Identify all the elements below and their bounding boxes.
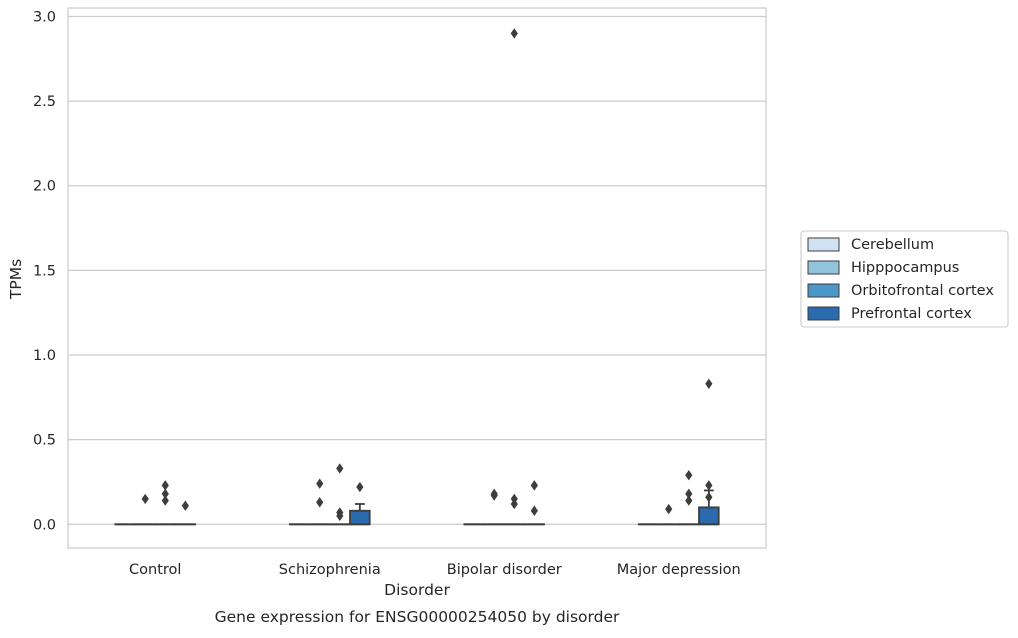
x-tick-label: Control (129, 562, 181, 578)
box-group (504, 28, 524, 524)
y-tick-label: 0.0 (33, 517, 56, 533)
legend-swatch (808, 238, 839, 251)
y-tick-label: 3.0 (33, 9, 56, 25)
legend-label: Hipppocampus (851, 260, 959, 276)
outlier-point (336, 463, 343, 473)
outlier-point (685, 495, 692, 505)
box-group (330, 463, 350, 524)
x-tick-label: Bipolar disorder (447, 562, 562, 578)
y-tick-label: 1.5 (33, 263, 56, 279)
x-axis-label: Disorder (384, 581, 450, 599)
legend-swatch (808, 307, 839, 320)
outlier-point (705, 492, 712, 502)
outlier-point (356, 482, 363, 492)
plot-frame (68, 8, 766, 548)
box-group (525, 480, 545, 524)
y-tick-label: 0.5 (33, 433, 56, 449)
outlier-point (665, 504, 672, 514)
box-group (699, 379, 719, 525)
x-tick-label: Schizophrenia (279, 562, 381, 578)
box-group (310, 478, 330, 524)
boxes-layer (115, 28, 718, 524)
box-group (135, 494, 155, 525)
outlier-point (316, 478, 323, 488)
box-group (155, 480, 175, 524)
outlier-point (182, 500, 189, 510)
box (699, 507, 719, 524)
outlier-point (316, 497, 323, 507)
x-tick-labels: Control Schizophrenia Bipolar disorder Majo… (129, 562, 741, 578)
box-group (659, 504, 679, 524)
legend-swatch (808, 284, 839, 297)
outlier-point (705, 480, 712, 490)
y-tick-label: 2.5 (33, 94, 56, 110)
grid-layer (68, 16, 766, 524)
x-tick-label: Major depression (617, 562, 741, 578)
y-tick-label: 1.0 (33, 348, 56, 364)
box (350, 511, 370, 525)
outlier-point (491, 490, 498, 500)
outlier-point (142, 494, 149, 504)
outlier-point (705, 379, 712, 389)
outlier-point (531, 480, 538, 490)
legend-label: Prefrontal cortex (851, 306, 972, 322)
box-group (484, 489, 504, 525)
outlier-point (685, 470, 692, 480)
box-group (350, 482, 370, 524)
legend-label: Orbitofrontal cortex (851, 283, 994, 299)
legend: Cerebellum Hipppocampus Orbitofrontal cort… (801, 231, 1008, 327)
outlier-point (511, 28, 518, 38)
outlier-point (531, 506, 538, 516)
box-group (679, 470, 699, 524)
legend-label: Cerebellum (851, 237, 934, 253)
outlier-point (162, 495, 169, 505)
y-tick-label: 2.0 (33, 179, 56, 195)
chart-caption: Gene expression for ENSG00000254050 by d… (215, 608, 620, 626)
y-axis-label: TPMs (7, 259, 25, 300)
y-tick-labels: 0.0 0.5 1.0 1.5 2.0 2.5 3.0 (33, 9, 56, 533)
legend-swatch (808, 261, 839, 274)
box-group (176, 500, 196, 524)
